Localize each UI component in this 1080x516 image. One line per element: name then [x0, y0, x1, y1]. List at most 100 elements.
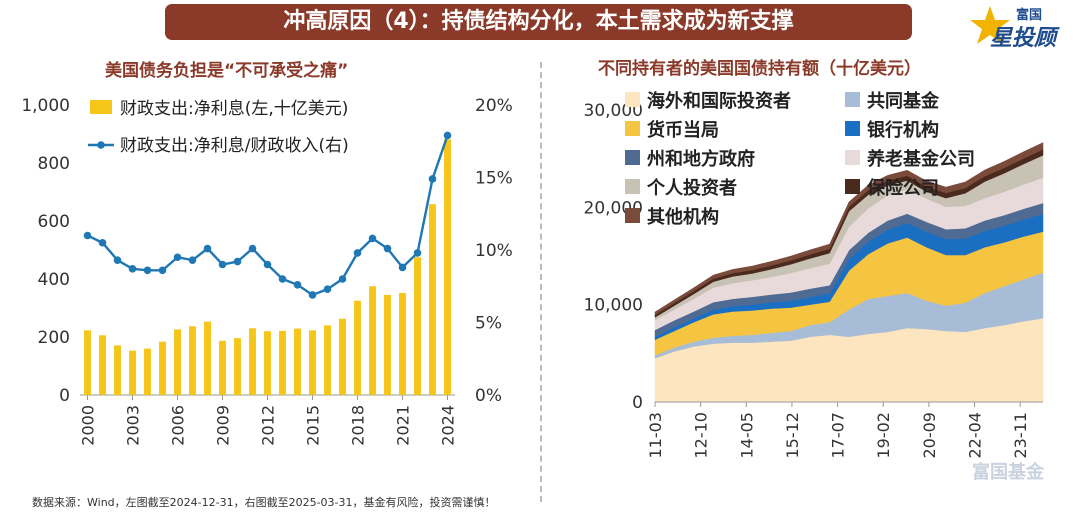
right-x-tick-label: 17-07	[829, 412, 848, 459]
ratio-point-2006	[173, 253, 182, 262]
bar-2011	[249, 328, 256, 395]
bar-2009	[219, 340, 226, 395]
left-x-tick-label: 2018	[349, 405, 368, 446]
legend-swatch-2	[845, 92, 860, 107]
ratio-point-2008	[203, 244, 212, 253]
right-y-tick-label: 0	[632, 393, 643, 413]
page-title: 冲高原因（4）：持债结构分化，本土需求成为新支撑	[165, 4, 912, 40]
legend-swatch-bar	[90, 100, 112, 114]
bar-2000	[84, 330, 91, 395]
ratio-point-2010	[233, 257, 242, 266]
bar-2005	[159, 341, 166, 395]
right-x-tick-label: 11-03	[646, 412, 665, 459]
legend-label-5: 州和地方政府	[646, 148, 755, 170]
ratio-point-2016	[323, 285, 332, 293]
left-y-tick-label: 600	[38, 212, 70, 232]
watermark-text: 富国基金	[972, 462, 1044, 483]
ratio-point-2017	[338, 275, 347, 283]
legend-label-bar: 财政支出:净利息(左,十亿美元)	[120, 99, 348, 119]
legend-label-8: 保险公司	[866, 177, 939, 199]
legend-label-6: 养老基金公司	[866, 148, 975, 170]
ratio-point-2001	[98, 238, 107, 247]
area-9	[654, 142, 1044, 316]
right-chart-title: 不同持有者的美国国债持有额（十亿美元）	[598, 59, 921, 79]
bar-2013	[279, 330, 286, 395]
right-y-tick-label: 15%	[475, 169, 513, 189]
legend-swatch-3	[625, 121, 640, 136]
logo-text-top: 富国	[1016, 8, 1043, 23]
legend-swatch-8	[845, 179, 860, 194]
bar-2021	[399, 292, 406, 395]
bar-2014	[294, 328, 301, 395]
bar-2010	[234, 338, 241, 395]
ratio-point-2018	[353, 249, 362, 257]
left-x-tick-label: 2021	[394, 405, 413, 446]
ratio-point-2003	[128, 265, 137, 273]
ratio-point-2009	[218, 260, 227, 269]
right-y-tick-label: 0%	[475, 386, 502, 406]
left-x-tick-label: 2003	[124, 405, 143, 446]
ratio-point-2019	[368, 234, 377, 243]
ratio-point-2022	[413, 249, 422, 257]
legend-label-7: 个人投资者	[646, 177, 737, 199]
right-y-tick-label: 5%	[475, 314, 502, 334]
ratio-point-2023	[428, 175, 437, 183]
left-y-tick-label: 800	[38, 154, 70, 174]
legend-label-line: 财政支出:净利息/财政收入(右)	[120, 136, 349, 156]
left-y-tick-label: 400	[38, 270, 70, 290]
left-x-tick-label: 2000	[79, 405, 98, 446]
ratio-point-2014	[293, 281, 302, 289]
legend-label-2: 共同基金	[867, 90, 940, 112]
logo-star-icon	[970, 6, 1010, 44]
ratio-point-2000	[83, 231, 92, 240]
right-x-tick-label: 20-09	[920, 412, 939, 459]
left-x-tick-label: 2012	[259, 405, 278, 446]
ratio-point-2015	[308, 291, 317, 299]
left-y-tick-label: 200	[38, 328, 70, 348]
bar-2012	[264, 331, 271, 395]
left-y-tick-label: 0	[59, 386, 70, 406]
left-y-tick-label: 1,000	[21, 96, 70, 116]
left-x-tick-label: 2015	[304, 405, 323, 446]
bar-2002	[114, 345, 121, 395]
ratio-point-2024	[443, 131, 452, 140]
legend-swatch-point	[97, 141, 105, 149]
bar-2018	[354, 300, 361, 395]
footer-source: 数据来源：Wind，左图截至2024-12-31，右图截至2025-03-31，…	[32, 496, 496, 509]
ratio-point-2012	[263, 260, 272, 269]
bar-2024	[444, 139, 451, 395]
legend-swatch-6	[845, 150, 860, 165]
ratio-point-2020	[383, 244, 392, 253]
legend-label-3: 货币当局	[647, 119, 719, 141]
right-x-tick-label: 22-04	[966, 412, 985, 459]
right-y-tick-label: 20%	[475, 96, 513, 116]
legend-swatch-5	[625, 150, 640, 165]
ratio-point-2005	[158, 266, 167, 275]
ratio-point-2013	[278, 275, 287, 283]
bar-2015	[309, 330, 316, 395]
bar-2017	[339, 318, 346, 395]
bar-2003	[129, 350, 136, 395]
legend-label-1: 海外和国际投资者	[647, 90, 791, 112]
left-chart-title: 美国债务负担是“不可承受之痛”	[105, 61, 349, 81]
right-x-tick-label: 14-05	[737, 412, 756, 459]
bar-2001	[99, 335, 106, 395]
right-x-tick-label: 23-11	[1011, 412, 1030, 459]
bar-2022	[414, 257, 421, 395]
bar-2008	[204, 321, 211, 395]
right-y-tick-label: 10%	[475, 241, 513, 261]
left-chart: 0 200 400 600 800 1,000 0% 5% 10% 15% 20% 2000 2003 2…	[21, 96, 513, 446]
right-x-tick-label: 12-10	[692, 412, 711, 459]
legend-label-9: 其他机构	[647, 206, 719, 228]
left-x-tick-label: 2009	[214, 405, 233, 446]
bar-2006	[174, 329, 181, 395]
bar-2019	[369, 286, 376, 395]
ratio-point-2007	[188, 256, 197, 264]
bar-2016	[324, 325, 331, 395]
right-y-tick-label: 10,000	[584, 296, 643, 316]
ratio-point-2021	[398, 263, 407, 272]
legend-swatch-4	[845, 121, 860, 136]
bar-2007	[189, 326, 196, 395]
ratio-line	[86, 135, 449, 297]
